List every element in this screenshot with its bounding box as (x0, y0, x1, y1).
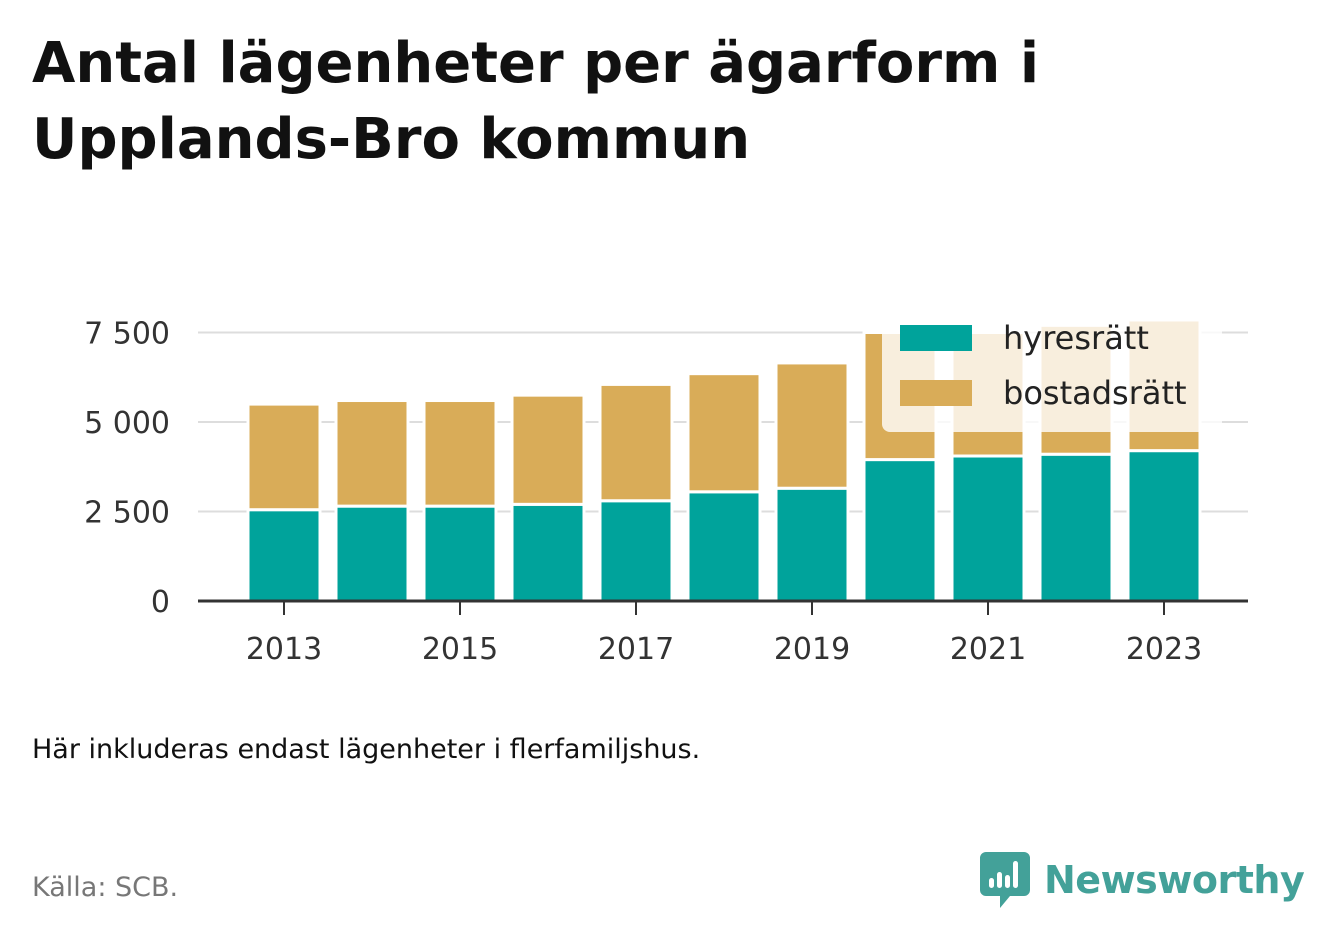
bar-segment (246, 508, 322, 603)
x-tick-label: 2023 (1126, 632, 1202, 667)
bar-segment (598, 499, 674, 603)
bar-segment (1038, 452, 1114, 603)
y-tick-label: 0 (151, 585, 170, 620)
brand-name: Newsworthy (1044, 858, 1305, 902)
x-tick-label: 2019 (774, 632, 850, 667)
bar-segment (1126, 449, 1202, 603)
bar-segment (950, 454, 1026, 603)
bar-segment (686, 490, 762, 603)
y-axis-tick-labels: 0 2 500 5 000 7 500 (84, 317, 170, 621)
bar-segment (686, 372, 762, 494)
y-tick-label: 7 500 (84, 317, 170, 352)
bar-segment (598, 382, 674, 503)
x-tick-label: 2013 (246, 632, 322, 667)
legend-swatch (900, 325, 972, 351)
legend-label: bostadsrätt (1003, 374, 1187, 412)
y-tick-label: 5 000 (84, 406, 170, 441)
bar-segment (774, 486, 850, 603)
x-tick-label: 2017 (598, 632, 674, 667)
newsworthy-bar-chart-icon (980, 852, 1030, 908)
legend-swatch (900, 380, 972, 406)
bar-segment (510, 393, 586, 506)
x-tick-label: 2015 (422, 632, 498, 667)
bar-segment (422, 504, 498, 603)
bar-segment (334, 399, 410, 508)
bar-segment (422, 399, 498, 508)
bars (246, 318, 1202, 603)
y-tick-label: 2 500 (84, 496, 170, 531)
source-credit: Källa: SCB. (32, 872, 179, 903)
chart-note: Här inkluderas endast lägenheter i flerf… (32, 734, 701, 765)
x-axis: 2013 2015 2017 2019 2021 2023 (198, 599, 1248, 667)
bar-segment (510, 502, 586, 603)
bar-segment (774, 361, 850, 490)
bar-segment (246, 402, 322, 512)
bar-segment (334, 504, 410, 603)
bar-segment (862, 458, 938, 603)
chart-title: Antal lägenheter per ägarform i Upplands… (32, 31, 1040, 172)
legend: hyresrätt bostadsrätt (882, 316, 1222, 432)
newsworthy-logo: Newsworthy (980, 850, 1305, 910)
legend-label: hyresrätt (1003, 319, 1149, 357)
x-tick-label: 2021 (950, 632, 1026, 667)
